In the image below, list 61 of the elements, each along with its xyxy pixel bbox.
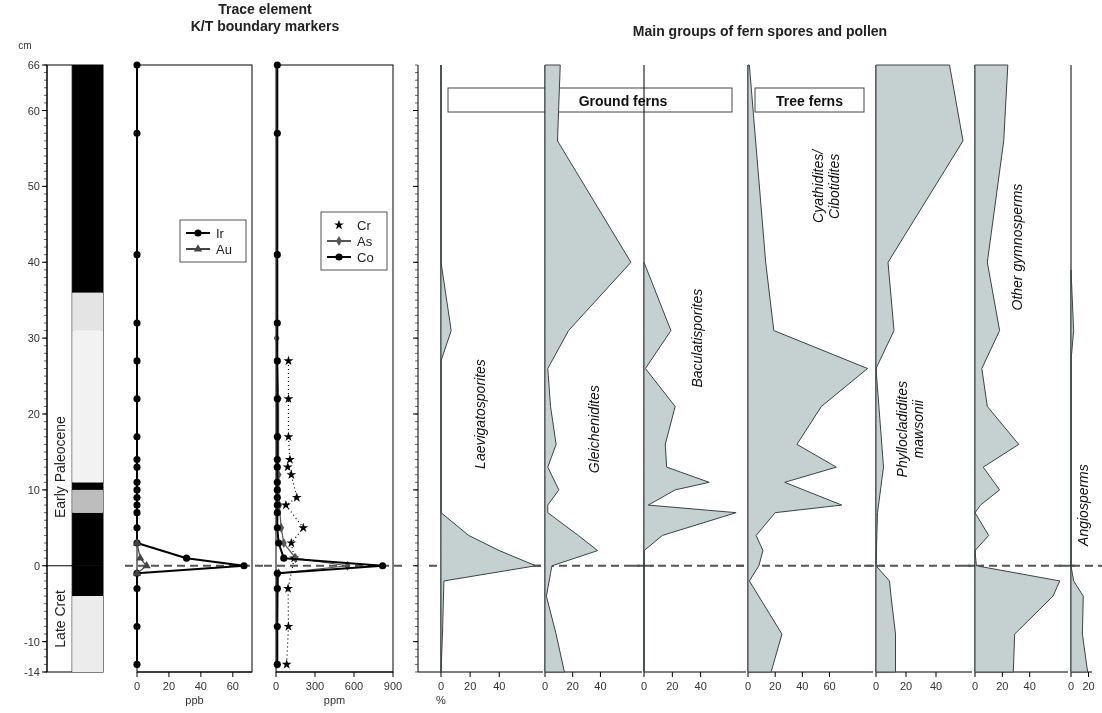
x-tick-label: 20: [464, 680, 477, 692]
x-axis-title: ppm: [323, 694, 346, 706]
legend-label: Co: [357, 250, 374, 265]
x-axis-title: ppb: [185, 694, 204, 706]
x-tick-label: 40: [493, 680, 506, 692]
legend-label: As: [357, 234, 373, 249]
legend-label: Au: [216, 242, 232, 257]
legend-label: Cr: [357, 218, 372, 233]
y-tick-label: 40: [27, 256, 40, 269]
x-tick-label: 0: [872, 680, 880, 692]
x-tick-label: 0: [971, 680, 979, 692]
x-tick-label: 20: [162, 680, 176, 692]
x-tick-label: 40: [194, 680, 208, 692]
legend-label: Ir: [216, 226, 225, 241]
chart-title: Main groups of fern spores and pollen: [632, 23, 888, 39]
x-tick-label: 20: [899, 680, 913, 692]
x-tick-label: 900: [383, 680, 403, 692]
annotation: Ground ferns: [578, 93, 668, 109]
x-tick-label: 40: [694, 680, 707, 692]
x-tick-label: 40: [594, 680, 607, 692]
y-tick-label: 30: [27, 332, 40, 345]
x-tick-label: 40: [929, 680, 943, 692]
text: Baculatisporites: [689, 288, 706, 388]
y-axis-title: cm: [18, 40, 32, 51]
text: Cyathidites/ Cibotidites: [809, 147, 842, 223]
y-tick-label: 20: [27, 408, 40, 421]
x-tick-label: 20: [1082, 680, 1095, 692]
x-tick-label: 20: [769, 680, 782, 692]
annotation: Late Cret: [51, 589, 68, 648]
y-tick-label: 66: [27, 59, 40, 71]
x-tick-label: 0: [541, 680, 549, 692]
y-tick-label: 50: [27, 180, 40, 193]
x-tick-label: 0: [272, 680, 280, 692]
x-tick-label: 0: [133, 680, 141, 692]
annotation: Early Paleocene: [51, 415, 68, 519]
text: Other gymnosperms: [1008, 183, 1025, 311]
x-axis-title: %: [436, 694, 447, 706]
text: Angiosperms: [1074, 464, 1091, 547]
text: Phyllocladidites mawsonii: [893, 380, 926, 478]
text: Laevigatosporites: [471, 359, 488, 469]
y-tick-label: 0: [33, 559, 40, 572]
x-tick-label: 20: [666, 680, 679, 692]
annotation: Tree ferns: [776, 93, 844, 109]
x-tick-label: 300: [305, 680, 325, 692]
x-tick-label: 60: [226, 680, 239, 692]
y-tick-label: -10: [24, 635, 40, 648]
x-tick-label: 0: [1067, 680, 1075, 692]
x-tick-label: 40: [1023, 680, 1036, 692]
x-tick-label: 40: [796, 680, 809, 692]
y-tick-label: -14: [24, 666, 40, 678]
x-tick-label: 20: [996, 680, 1009, 692]
x-tick-label: 0: [640, 680, 648, 692]
y-tick-label: 10: [27, 483, 40, 496]
chart-title: Trace element K/T boundary markers: [190, 1, 340, 34]
x-tick-label: 0: [744, 680, 752, 692]
text: Gleichenidites: [585, 385, 602, 474]
x-tick-label: 60: [823, 680, 836, 692]
x-tick-label: 20: [566, 680, 579, 692]
x-tick-label: 0: [437, 680, 445, 692]
x-tick-label: 600: [344, 680, 364, 692]
y-tick-label: 60: [27, 104, 40, 117]
